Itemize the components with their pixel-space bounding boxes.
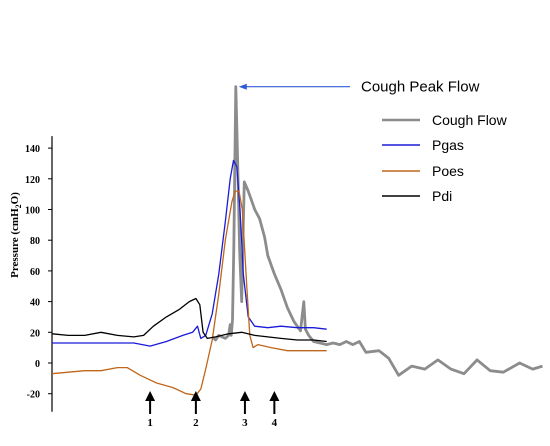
event-marker-label: 1 — [147, 417, 153, 429]
y-tick-label: 0 — [35, 359, 40, 370]
event-arrow-head — [190, 391, 201, 401]
event-arrow-head — [145, 391, 156, 401]
legend-label: Pgas — [432, 137, 464, 153]
y-axis-label: Pressure (cmH2O) — [9, 192, 23, 278]
markers-layer: 1 2 3 4 — [145, 391, 280, 429]
y-tick-label: 60 — [30, 267, 40, 278]
peak-annotation-arrowhead — [238, 83, 247, 90]
peak-annotation-label: Cough Peak Flow — [361, 79, 480, 96]
series-line-cough-flow — [211, 85, 543, 377]
series-line-pgas — [52, 159, 327, 347]
event-arrow-head — [239, 391, 250, 401]
y-tick-label: 120 — [25, 175, 40, 186]
legend-label: Pdi — [432, 188, 452, 204]
event-marker-label: 2 — [193, 417, 199, 429]
y-tick-label: 80 — [30, 236, 40, 247]
annotation: Cough Peak Flow — [238, 79, 480, 96]
y-tick-label: 20 — [30, 328, 40, 339]
y-tick-label: -20 — [27, 390, 40, 401]
y-axis-label-main: Pressure (cmH — [9, 208, 21, 278]
legend-label: Poes — [432, 163, 464, 179]
series-layer — [51, 85, 543, 396]
y-tick-label: 40 — [30, 298, 40, 309]
y-tick-label: 100 — [25, 206, 40, 217]
legend-label: Cough Flow — [432, 112, 508, 128]
y-axis-label-subscript: 2 — [14, 204, 23, 208]
y-tick-label: 140 — [25, 144, 40, 155]
event-marker-label: 3 — [242, 417, 248, 429]
y-axis-label-end: O) — [9, 192, 21, 205]
legend: Cough Flow Pgas Poes Pdi — [382, 112, 508, 204]
event-marker-label: 4 — [272, 417, 278, 429]
series-line-pdi — [51, 297, 327, 343]
series-line-poes — [51, 190, 327, 396]
axes: -20 0 20 40 60 80 100 120 140 — [25, 136, 53, 412]
event-arrow-head — [269, 391, 280, 401]
